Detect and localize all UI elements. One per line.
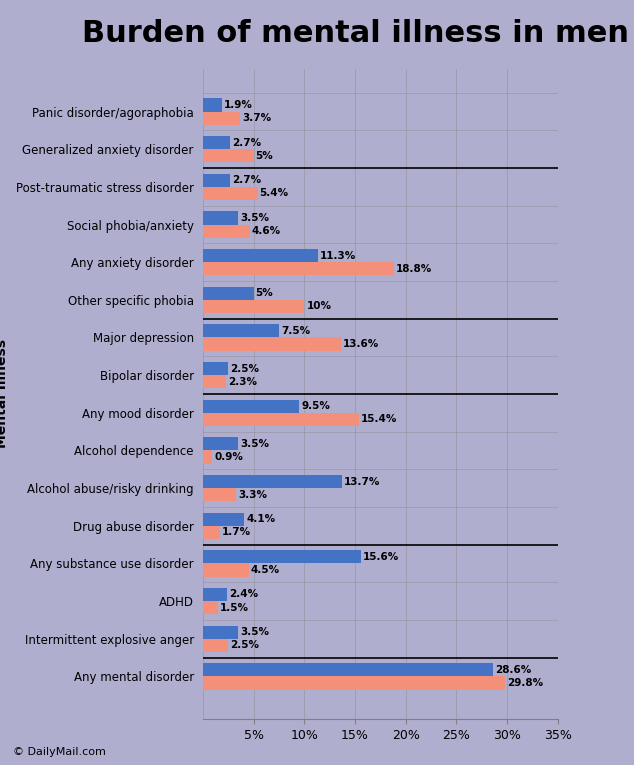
Text: 2.4%: 2.4% [230, 590, 259, 600]
Bar [203, 626, 238, 639]
Bar [203, 475, 342, 488]
Text: © DailyMail.com: © DailyMail.com [13, 747, 105, 757]
Bar [203, 225, 250, 238]
Bar [203, 413, 359, 426]
Text: 0.9%: 0.9% [214, 452, 243, 462]
Text: 3.5%: 3.5% [240, 439, 269, 449]
Text: 5.4%: 5.4% [260, 188, 289, 198]
Bar [203, 451, 212, 464]
Text: Burden of mental illness in men & women: Burden of mental illness in men & women [82, 19, 634, 48]
Text: 7.5%: 7.5% [281, 326, 310, 336]
Bar [203, 337, 341, 350]
Bar [203, 399, 299, 413]
Bar [203, 488, 236, 501]
Text: 2.7%: 2.7% [232, 175, 261, 185]
Bar [203, 563, 249, 577]
Text: 15.4%: 15.4% [361, 415, 398, 425]
Text: 1.9%: 1.9% [224, 100, 253, 110]
Y-axis label: Mental Illness: Mental Illness [0, 340, 9, 448]
Bar [203, 663, 493, 676]
Bar [203, 375, 226, 389]
Bar [203, 136, 230, 149]
Text: 2.5%: 2.5% [230, 640, 259, 650]
Bar [203, 513, 245, 526]
Text: 28.6%: 28.6% [495, 665, 531, 675]
Text: 29.8%: 29.8% [507, 678, 543, 688]
Bar [203, 526, 220, 539]
Bar [203, 639, 228, 652]
Text: 9.5%: 9.5% [301, 401, 330, 412]
Text: 4.5%: 4.5% [250, 565, 280, 575]
Text: 2.7%: 2.7% [232, 138, 261, 148]
Text: 3.5%: 3.5% [240, 627, 269, 637]
Text: 2.5%: 2.5% [230, 363, 259, 373]
Text: 15.6%: 15.6% [363, 552, 399, 562]
Text: 3.3%: 3.3% [238, 490, 268, 500]
Bar [203, 550, 361, 563]
Text: 5%: 5% [256, 151, 273, 161]
Bar [203, 249, 318, 262]
Text: 10%: 10% [306, 301, 332, 311]
Text: 4.1%: 4.1% [247, 514, 276, 524]
Text: 2.3%: 2.3% [228, 376, 257, 387]
Text: 13.7%: 13.7% [344, 477, 380, 487]
Bar [203, 676, 505, 689]
Bar [203, 149, 254, 162]
Text: 11.3%: 11.3% [320, 251, 356, 261]
Text: 3.5%: 3.5% [240, 213, 269, 223]
Text: 18.8%: 18.8% [396, 264, 432, 274]
Bar [203, 324, 279, 337]
Text: 4.6%: 4.6% [252, 226, 281, 236]
Text: 3.7%: 3.7% [242, 113, 271, 123]
Bar [203, 300, 304, 313]
Text: 1.7%: 1.7% [222, 527, 251, 537]
Bar [203, 187, 257, 200]
Bar [203, 287, 254, 300]
Bar [203, 262, 394, 275]
Text: 5%: 5% [256, 288, 273, 298]
Bar [203, 99, 222, 112]
Bar [203, 112, 240, 125]
Bar [203, 211, 238, 225]
Bar [203, 438, 238, 451]
Bar [203, 601, 218, 614]
Text: 13.6%: 13.6% [343, 339, 379, 349]
Bar [203, 588, 227, 601]
Bar [203, 362, 228, 375]
Bar [203, 174, 230, 187]
Text: 1.5%: 1.5% [220, 603, 249, 613]
